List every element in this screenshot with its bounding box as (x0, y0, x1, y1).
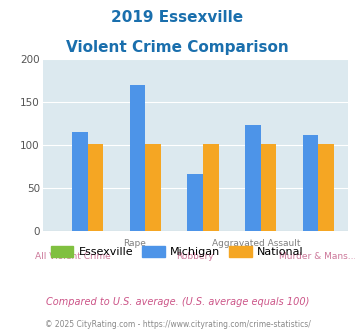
Bar (72, 132, 88, 231)
Bar (187, 174, 203, 231)
Bar (318, 144, 334, 231)
Text: Robbery: Robbery (176, 252, 214, 261)
Text: All Violent Crime: All Violent Crime (35, 252, 111, 261)
Text: © 2025 CityRating.com - https://www.cityrating.com/crime-statistics/: © 2025 CityRating.com - https://www.city… (45, 320, 310, 329)
Bar (245, 125, 261, 231)
Text: Rape: Rape (123, 239, 146, 248)
Text: Compared to U.S. average. (U.S. average equals 100): Compared to U.S. average. (U.S. average … (46, 297, 309, 307)
Text: 2019 Essexville: 2019 Essexville (111, 10, 244, 25)
Bar (130, 85, 145, 231)
Text: Aggravated Assault: Aggravated Assault (212, 239, 301, 248)
Bar (261, 144, 276, 231)
Text: Murder & Mans...: Murder & Mans... (279, 252, 355, 261)
Text: Violent Crime Comparison: Violent Crime Comparison (66, 40, 289, 54)
Legend: Essexville, Michigan, National: Essexville, Michigan, National (47, 242, 308, 262)
Bar (303, 135, 318, 231)
Bar (203, 144, 219, 231)
Bar (88, 144, 103, 231)
Bar (145, 144, 161, 231)
